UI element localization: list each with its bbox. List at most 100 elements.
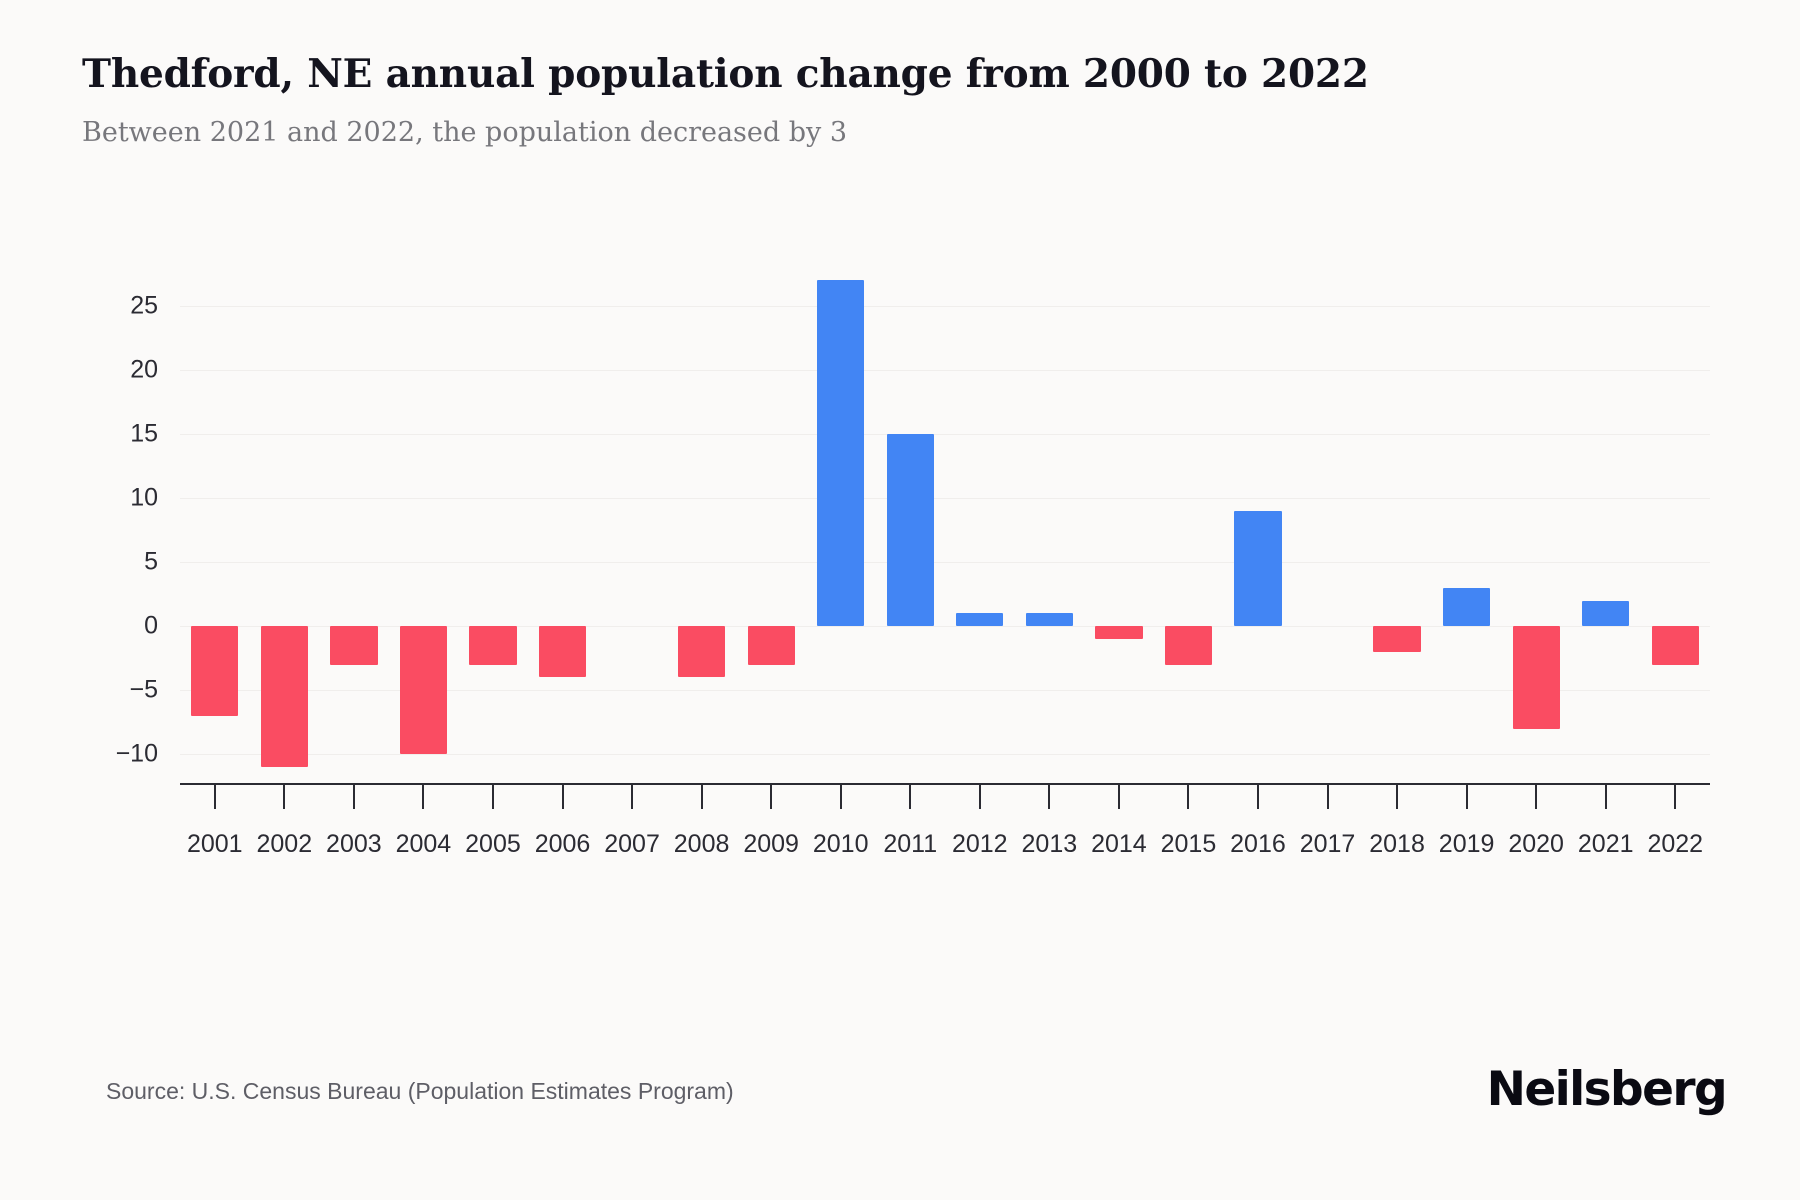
y-axis-tick-label: 10 [130,483,158,512]
bar-slot [806,260,876,785]
plot-inner [180,260,1710,785]
x-axis-tick-label: 2006 [534,830,591,858]
bar-2022[interactable] [1651,626,1699,665]
tick-mark [1674,785,1677,809]
x-axis-ticks [180,785,1710,815]
x-axis-tick-label: 2001 [186,830,243,858]
tick-slot [528,785,598,815]
y-axis-tick-label: −5 [129,675,158,704]
tick-mark [1396,785,1399,809]
chart-subtitle: Between 2021 and 2022, the population de… [82,117,848,148]
bar-slot [250,260,320,785]
x-axis-line [180,783,1710,785]
bar-slot [1362,260,1432,785]
bar-series [180,260,1710,785]
bar-slot [389,260,459,785]
tick-slot [319,785,389,815]
bar-2020[interactable] [1512,626,1560,729]
x-axis-tick-label: 2019 [1438,830,1495,858]
tick-mark [561,785,564,809]
tick-mark [352,785,355,809]
y-axis-tick-label: 25 [130,291,158,320]
tick-mark [978,785,981,809]
bar-slot [597,260,667,785]
bar-2002[interactable] [260,626,308,768]
bar-slot [1154,260,1224,785]
tick-slot [1432,785,1502,815]
tick-slot [458,785,528,815]
y-axis-tick-label: 20 [130,355,158,384]
tick-mark [631,785,634,809]
bar-2013[interactable] [1025,613,1073,627]
brand-logo: Neilsberg [1486,1062,1728,1117]
x-axis-tick-label: 2020 [1508,830,1564,858]
bar-slot [1432,260,1502,785]
bar-2021[interactable] [1582,600,1630,627]
tick-slot [1015,785,1085,815]
tick-mark [700,785,703,809]
bar-2004[interactable] [399,626,448,755]
bar-2008[interactable] [677,626,726,678]
tick-slot [180,785,250,815]
tick-mark [770,785,773,809]
tick-mark [1117,785,1120,809]
tick-slot [806,785,876,815]
x-axis-tick-label: 2021 [1577,830,1634,858]
tick-slot [1362,785,1432,815]
bar-2010[interactable] [817,280,865,627]
y-axis-tick-label: 0 [144,611,158,640]
tick-mark [909,785,912,809]
bar-slot [1640,260,1710,785]
bar-2003[interactable] [330,626,378,665]
x-axis-tick-label: 2018 [1369,830,1425,858]
tick-mark [1604,785,1607,809]
x-axis-tick-label: 2010 [812,830,869,858]
bar-slot [875,260,945,785]
bar-2012[interactable] [956,613,1004,627]
bar-2006[interactable] [538,626,587,678]
tick-mark [1326,785,1329,809]
bar-slot [1015,260,1085,785]
x-axis-tick-label: 2013 [1021,830,1078,858]
bar-2001[interactable] [191,626,239,716]
bar-2011[interactable] [886,434,934,627]
bar-slot [1223,260,1293,785]
tick-slot [1501,785,1571,815]
tick-slot [875,785,945,815]
plot-area: 25 20 15 10 5 0 −5 −10 2001 2002 2003 2004 2005 2006… [80,250,1730,900]
tick-mark [839,785,842,809]
x-axis-tick-label: 2014 [1091,830,1147,858]
bar-slot [1571,260,1641,785]
x-axis-tick-label: 2022 [1647,830,1704,858]
x-axis-tick-label: 2005 [465,830,521,858]
tick-slot [736,785,806,815]
tick-mark [283,785,286,809]
x-axis-tick-label: 2004 [395,830,452,858]
bar-2016[interactable] [1234,510,1282,627]
bar-2019[interactable] [1442,587,1491,627]
y-axis-tick-label: 15 [130,419,158,448]
bar-slot [319,260,389,785]
tick-mark [1256,785,1259,809]
tick-slot [389,785,459,815]
bar-2014[interactable] [1095,626,1143,640]
y-axis-labels: 25 20 15 10 5 0 −5 −10 [80,260,176,785]
tick-slot [667,785,737,815]
tick-slot [250,785,320,815]
source-note: Source: U.S. Census Bureau (Population E… [106,1078,734,1104]
bar-slot [528,260,598,785]
bar-2015[interactable] [1164,626,1213,665]
bar-slot [945,260,1015,785]
tick-slot [1154,785,1224,815]
bar-slot [667,260,737,785]
bar-2009[interactable] [747,626,795,665]
chart-header: Thedford, NE annual population change fr… [82,48,1722,153]
bar-slot [180,260,250,785]
tick-mark [1048,785,1051,809]
bar-slot [1084,260,1154,785]
tick-slot [1571,785,1641,815]
bar-2005[interactable] [469,626,517,665]
bar-2018[interactable] [1373,626,1421,652]
x-axis-tick-label: 2011 [883,830,938,858]
tick-mark [491,785,494,809]
